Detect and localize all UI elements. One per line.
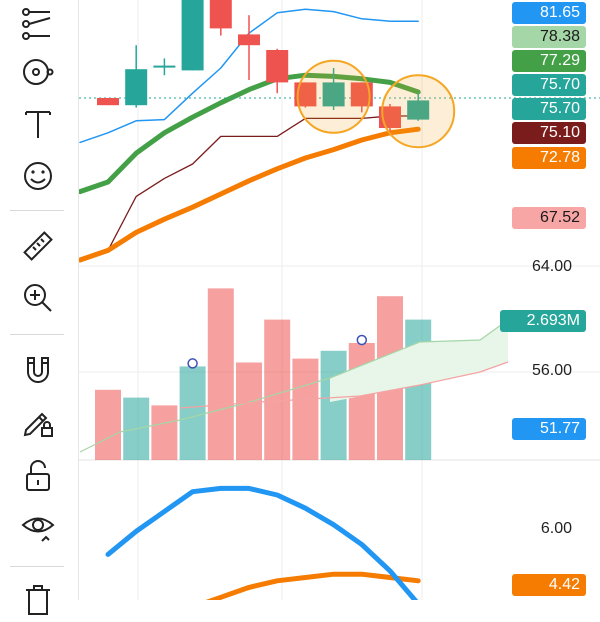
price-tag: 75.70 (512, 98, 586, 120)
candle-body (322, 82, 345, 107)
candle-body (266, 50, 289, 83)
candle-body (238, 34, 260, 46)
price-tag: 51.77 (512, 418, 586, 440)
moving-average-green (79, 72, 421, 195)
candle-body (153, 65, 176, 68)
volume-bar (292, 358, 319, 460)
ichimoku-cloud (330, 320, 508, 402)
toolbar-separator (10, 210, 64, 211)
eye-hide-icon[interactable] (14, 502, 62, 550)
price-tag: 81.65 (512, 2, 586, 24)
price-tag: 77.29 (512, 50, 586, 72)
volume-bar (207, 288, 234, 460)
candle-body (407, 100, 430, 120)
candle-body (350, 82, 373, 107)
axis-tick-label: 6.00 (540, 520, 572, 537)
toolbar-separator (10, 334, 64, 335)
candle-body (294, 82, 317, 107)
volume-bar (179, 366, 206, 460)
price-tag: 78.38 (512, 26, 586, 48)
volume-bar (405, 319, 432, 460)
candle-body (181, 0, 204, 71)
price-tag: 67.52 (512, 207, 586, 229)
price-tag: 4.42 (512, 574, 586, 596)
moving-average-orange (79, 126, 421, 263)
price-tag: 75.10 (512, 122, 586, 144)
trash-icon[interactable] (14, 574, 62, 622)
price-tag: 72.78 (512, 147, 586, 169)
volume-bar (348, 343, 375, 460)
candle-body (209, 0, 232, 29)
emoji-tool-icon[interactable] (14, 152, 62, 200)
candle-body (125, 69, 148, 106)
volume-bar (264, 319, 291, 460)
magnet-tool-icon[interactable] (14, 346, 62, 394)
ruler-tool-icon[interactable] (14, 222, 62, 270)
highlight-circle (296, 59, 371, 134)
pattern-tool-icon[interactable] (14, 48, 62, 96)
toolbar-separator (10, 566, 64, 567)
trend-line-tool-icon[interactable] (14, 0, 62, 48)
lock-drawings-icon[interactable] (14, 398, 62, 446)
cloud-line-green (79, 319, 509, 453)
unlock-icon[interactable] (14, 452, 62, 500)
zoom-in-tool-icon[interactable] (14, 274, 62, 322)
axis-tick-label: 64.00 (531, 258, 572, 275)
price-tag: 75.70 (512, 74, 586, 96)
indicator-line-orange (205, 571, 421, 600)
text-tool-icon[interactable] (14, 100, 62, 148)
volume-bar (320, 350, 347, 460)
axis-tick-label: 56.00 (531, 362, 572, 379)
volume-bar (236, 362, 262, 460)
cloud-line-red (179, 361, 509, 409)
volume-marker (356, 334, 368, 346)
candle-body (97, 98, 119, 106)
drawing-toolbar (0, 0, 79, 615)
volume-bar (151, 405, 178, 460)
chart-area[interactable] (79, 0, 600, 600)
indicator-line-blue (105, 485, 419, 600)
volume-marker (187, 358, 198, 369)
highlight-circle (381, 74, 456, 149)
price-tag: 2.693M (500, 310, 586, 332)
volume-bar (95, 389, 121, 460)
